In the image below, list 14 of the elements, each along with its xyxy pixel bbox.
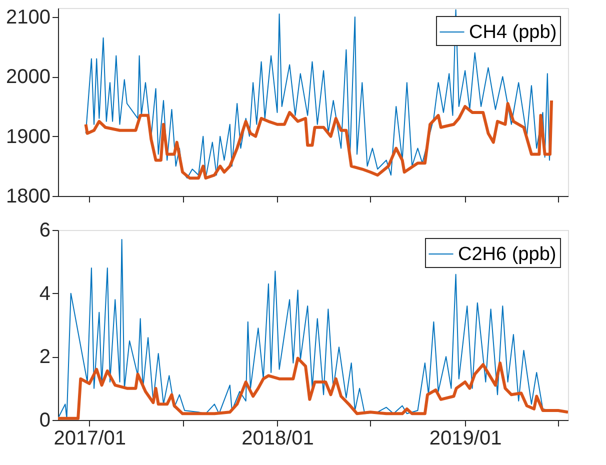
y-tick-label: 2 [39,346,50,368]
y-tick-label: 4 [39,282,50,305]
y-tick-label: 2100 [6,6,50,28]
y-tick-label: 1900 [6,126,50,148]
legend-label: C2H6 (ppb) [458,244,556,265]
x-tick-label: 2018/01 [242,428,314,450]
line-series [84,99,554,180]
y-tick-label: 6 [39,220,50,242]
x-tick-label: 2019/01 [429,428,502,450]
y-tick-label: 2000 [6,66,50,88]
y-tick-label: 0 [39,410,50,432]
y-tick-label: 1800 [6,186,50,208]
x-tick-label: 2017/01 [54,428,126,450]
legend-label: CH4 (ppb) [469,22,557,43]
